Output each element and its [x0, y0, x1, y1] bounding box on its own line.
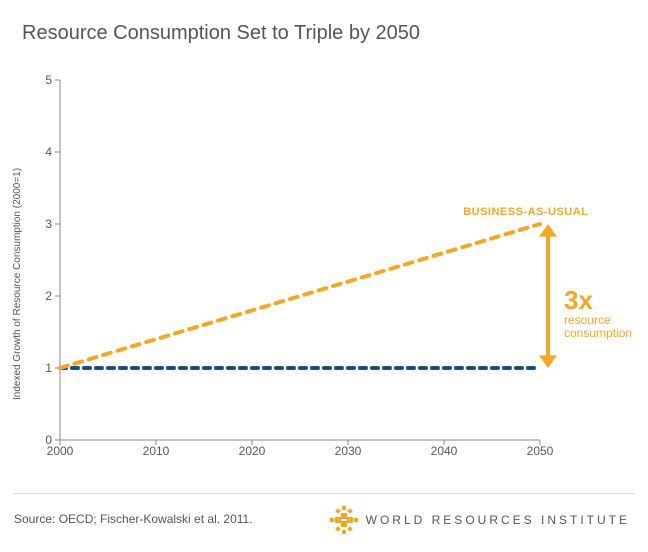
y-tick-label: 2 [45, 289, 52, 303]
y-tick-label: 1 [45, 361, 52, 375]
chart-container: Resource Consumption Set to Triple by 20… [0, 0, 648, 552]
y-tick-label: 5 [45, 73, 52, 87]
callout-sub: resource consumption [564, 314, 632, 340]
footer-divider [14, 493, 634, 494]
callout-3x: 3x [564, 285, 593, 316]
x-tick-label: 2000 [47, 444, 74, 458]
x-tick-label: 2010 [143, 444, 170, 458]
series-label-bau: BUSINESS-AS-USUAL [463, 206, 588, 218]
x-tick-label: 2020 [239, 444, 266, 458]
x-tick-label: 2050 [527, 444, 554, 458]
y-tick-label: 4 [45, 145, 52, 159]
chart-svg [60, 80, 540, 440]
y-tick-label: 3 [45, 217, 52, 231]
wri-logo-text: WORLD RESOURCES INSTITUTE [366, 513, 630, 527]
wri-logo-icon [330, 506, 358, 534]
chart-title: Resource Consumption Set to Triple by 20… [22, 22, 420, 45]
x-tick-label: 2030 [335, 444, 362, 458]
source-text: Source: OECD; Fischer-Kowalski et al. 20… [14, 512, 253, 526]
y-axis-label: Indexed Growth of Resource Consumption (… [12, 168, 23, 400]
plot-area [60, 80, 540, 440]
x-tick-label: 2040 [431, 444, 458, 458]
wri-logo: WORLD RESOURCES INSTITUTE [330, 506, 630, 534]
